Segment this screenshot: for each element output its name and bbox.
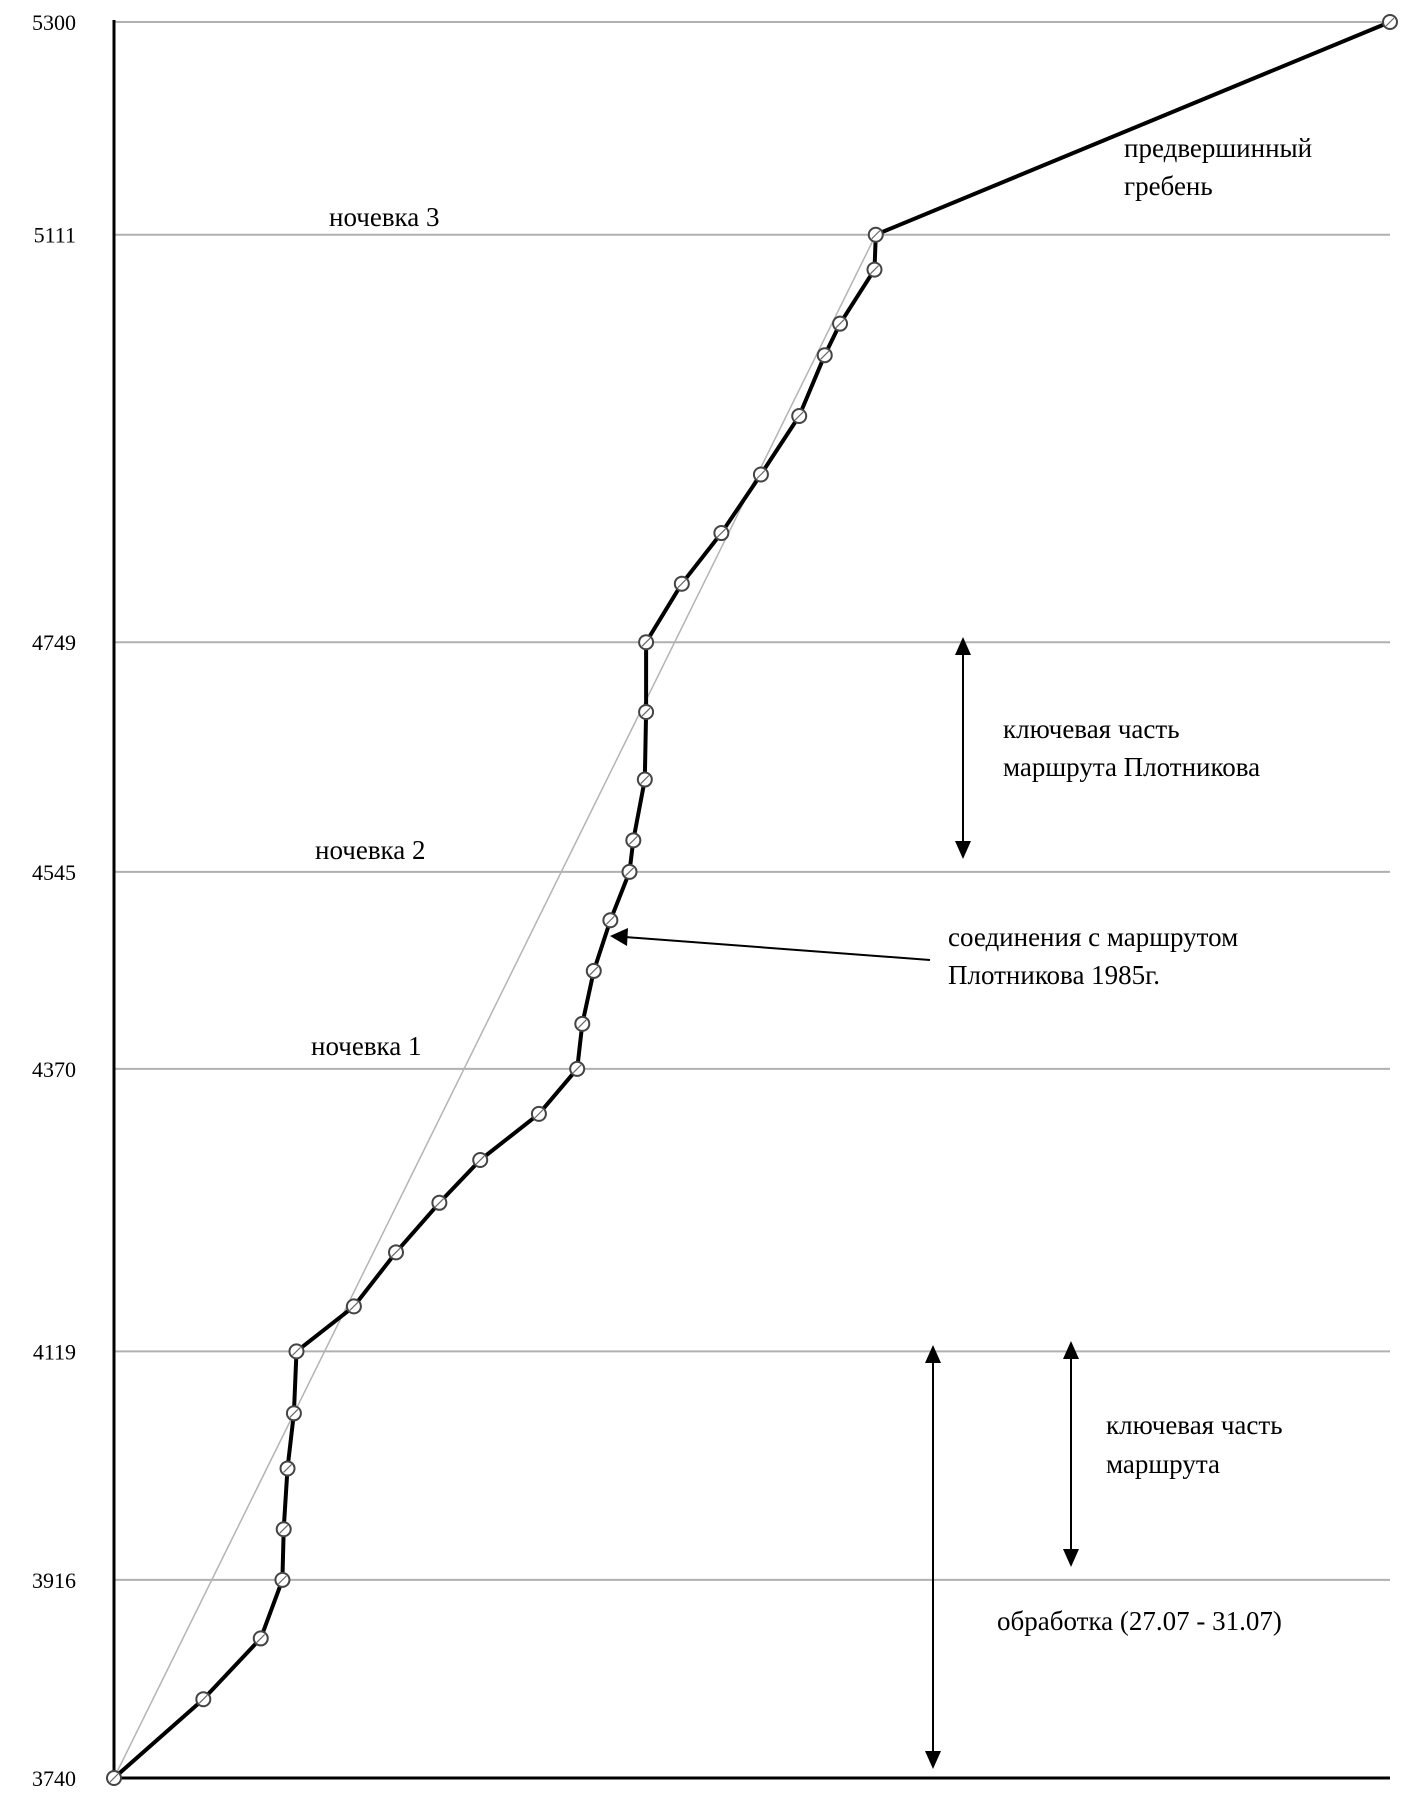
data-point-mark (756, 470, 766, 479)
data-point-mark (391, 1247, 401, 1257)
data-point-mark (256, 1633, 266, 1643)
junction-pointer-arrow (610, 928, 931, 961)
y-tick-label: 4370 (32, 1057, 76, 1082)
preparation-arrow (925, 1345, 941, 1769)
data-point-mark (278, 1575, 287, 1585)
trend-line (113, 234, 877, 1779)
junction-annotation: соединения с маршрутом Плотникова 1985г. (948, 922, 1245, 990)
data-point-mark (475, 1155, 485, 1165)
camp-label-3: ночевка 3 (329, 202, 440, 232)
data-point-mark (625, 867, 634, 877)
data-point-mark (820, 350, 830, 360)
data-point-mark (640, 775, 650, 784)
data-point-mark (572, 1064, 582, 1074)
y-tick-label: 5300 (32, 10, 76, 35)
route-key-section-annotation: ключевая часть маршрута (1106, 1410, 1289, 1479)
data-point-mark (716, 528, 726, 538)
plotnikov-key-section-annotation: ключевая часть маршрута Плотникова (1003, 714, 1260, 782)
y-tick-label: 4119 (33, 1339, 76, 1364)
data-point-mark (794, 411, 804, 421)
y-tick-label: 4545 (32, 860, 76, 885)
camp-label-2: ночевка 2 (315, 835, 426, 865)
data-point-mark (589, 966, 599, 976)
data-point-mark (283, 1464, 292, 1473)
y-tick-label: 4749 (32, 630, 76, 655)
data-point-mark (349, 1301, 359, 1311)
data-point-mark (641, 637, 651, 647)
data-point-mark (628, 835, 638, 845)
plotnikov-key-section-arrow (955, 637, 971, 859)
route-key-section-arrow (1063, 1341, 1079, 1567)
preparation-annotation: обработка (27.07 - 31.07) (997, 1606, 1282, 1636)
y-tick-label: 5111 (34, 223, 76, 248)
y-tick-label: 3916 (32, 1568, 76, 1593)
data-point-mark (577, 1019, 587, 1029)
data-point-mark (289, 1408, 299, 1418)
data-point-mark (1385, 17, 1395, 27)
camp-label-1: ночевка 1 (311, 1031, 422, 1061)
data-point-mark (434, 1198, 444, 1208)
data-point-mark (109, 1773, 119, 1783)
data-point-mark (534, 1109, 544, 1119)
summit-ridge-annotation: предвершинный гребень (1124, 133, 1319, 201)
y-tick-labels: 5300 5111 4749 4545 4370 4119 3916 3740 (32, 10, 76, 1791)
grid-lines (114, 21, 1390, 1779)
data-point-mark (279, 1524, 289, 1534)
data-point-mark (292, 1346, 301, 1356)
data-point-mark (198, 1694, 208, 1704)
series-line (112, 20, 1391, 1780)
data-point-mark (605, 915, 615, 925)
data-point-mark (677, 579, 687, 589)
data-point-mark (835, 319, 845, 329)
data-point-mark (871, 230, 881, 240)
series-group (106, 14, 1398, 1786)
y-tick-label: 3740 (32, 1766, 76, 1791)
data-point-mark (870, 265, 879, 275)
data-point-mark (641, 707, 651, 717)
